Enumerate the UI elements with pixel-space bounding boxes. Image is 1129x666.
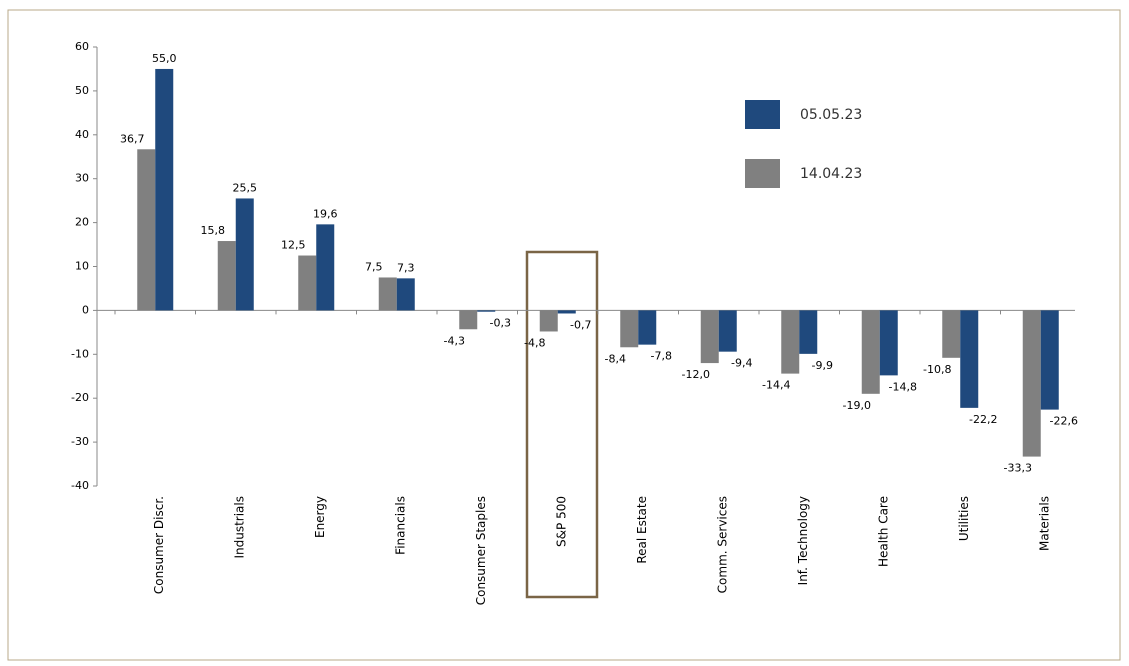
value-label: -9,4: [731, 357, 752, 370]
bar: [235, 198, 254, 311]
y-tick-label: 30: [75, 172, 89, 185]
value-label: -0,3: [490, 317, 511, 330]
value-label: 15,8: [201, 224, 226, 237]
bar: [942, 310, 961, 358]
value-label: -14,8: [889, 380, 917, 393]
value-label: -4,3: [444, 334, 465, 347]
bar: [137, 149, 156, 311]
value-label: -14,4: [762, 379, 790, 392]
bar: [459, 310, 478, 330]
value-label: -0,7: [570, 318, 591, 331]
y-tick-label: -40: [71, 479, 89, 492]
frame: [7, 9, 1121, 661]
x-tick-label: Industrials: [232, 496, 246, 559]
value-label: 7,3: [397, 261, 415, 274]
bar: [396, 278, 415, 311]
value-label: 36,7: [120, 132, 145, 145]
x-tick-label: Energy: [313, 496, 327, 538]
value-label: -19,0: [843, 399, 871, 412]
x-tick-label: Real Estate: [635, 496, 649, 564]
legend-swatch: [745, 159, 780, 188]
bar: [557, 310, 576, 314]
x-tick-label: Materials: [1037, 496, 1051, 551]
y-tick-label: 0: [82, 303, 89, 316]
value-label: -4,8: [524, 336, 545, 349]
bar: [960, 310, 979, 408]
value-label: -33,3: [1004, 462, 1032, 475]
y-tick-label: 20: [75, 216, 89, 229]
value-label: 25,5: [233, 181, 258, 194]
value-label: 19,6: [313, 207, 338, 220]
bar: [799, 310, 818, 354]
value-label: 12,5: [281, 239, 306, 252]
bar: [316, 224, 335, 311]
y-tick-label: 40: [75, 128, 89, 141]
bar: [378, 277, 397, 311]
highlight-box: [525, 250, 599, 599]
bar: [217, 241, 236, 311]
y-tick-label: 50: [75, 84, 89, 97]
value-label: 7,5: [365, 260, 383, 273]
x-tick-label: Inf. Technology: [796, 496, 810, 585]
bar: [879, 310, 898, 376]
y-tick-label: 10: [75, 260, 89, 273]
x-tick-label: Utilities: [957, 496, 971, 541]
value-label: -7,8: [651, 350, 672, 363]
value-label: -8,4: [605, 352, 626, 365]
legend-label: 05.05.23: [800, 107, 862, 123]
legend-swatch: [745, 100, 780, 129]
value-label: 55,0: [152, 52, 177, 65]
value-label: -12,0: [682, 368, 710, 381]
y-tick-label: -30: [71, 435, 89, 448]
bar: [155, 68, 174, 311]
y-tick-label: 60: [75, 40, 89, 53]
legend-label: 14.04.23: [800, 166, 862, 182]
bar: [781, 310, 800, 374]
bar: [477, 310, 496, 312]
y-tick-label: -10: [71, 347, 89, 360]
bar: [620, 310, 639, 348]
bar: [718, 310, 737, 352]
value-label: -22,6: [1050, 415, 1078, 428]
bar: [1040, 310, 1059, 410]
bar: [861, 310, 880, 394]
bar: [298, 255, 317, 311]
value-label: -9,9: [812, 359, 833, 372]
x-tick-label: Financials: [393, 496, 407, 555]
y-tick-label: -20: [71, 391, 89, 404]
bar: [700, 310, 719, 364]
bar: [638, 310, 657, 345]
value-label: -22,2: [969, 413, 997, 426]
x-tick-label: Consumer Staples: [474, 496, 488, 605]
x-tick-label: Consumer Discr.: [152, 496, 166, 594]
x-tick-label: S&P 500: [554, 496, 568, 547]
bar: [539, 310, 558, 332]
value-label: -10,8: [923, 363, 951, 376]
bar: [1022, 310, 1041, 457]
x-tick-label: Comm. Services: [715, 496, 729, 593]
x-tick-label: Health Care: [876, 496, 890, 567]
